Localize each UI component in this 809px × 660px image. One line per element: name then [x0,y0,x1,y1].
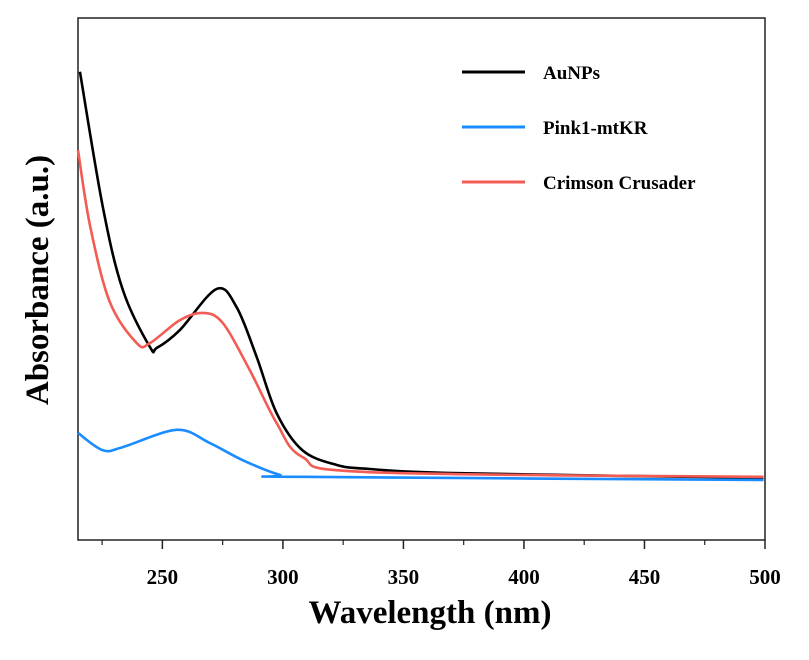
legend-label: Pink1-mtKR [543,118,648,139]
x-tick-label: 450 [629,565,661,589]
legend: AuNPs Pink1-mtKR Crimson Crusader [462,63,696,194]
plot-frame [77,17,766,541]
x-tick-label: 500 [749,565,781,589]
legend-label: AuNPs [543,63,600,84]
x-tick-label: 250 [147,565,179,589]
series-line-pink1-mtkr [77,428,764,482]
y-axis-label: Absorbance (a.u.) [20,155,56,405]
x-tick-label: 300 [267,565,299,589]
legend-label: Crimson Crusader [543,173,696,194]
x-axis-label: Wavelength (nm) [309,595,552,631]
series-line-aunps [78,71,764,480]
x-tick-label: 400 [508,565,540,589]
series-line-crimson-crusader [76,149,764,479]
x-tick-label: 350 [388,565,420,589]
